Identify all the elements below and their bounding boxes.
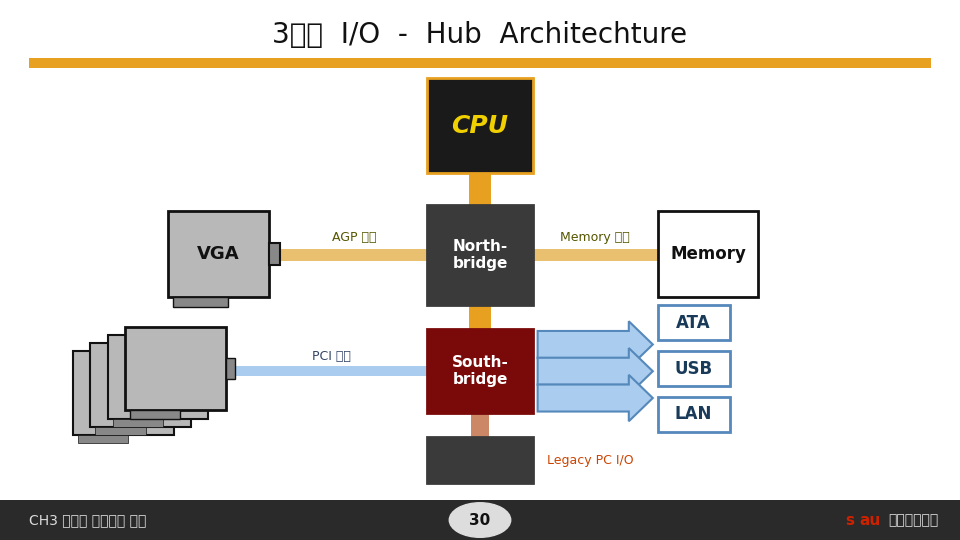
Text: 30: 30 <box>469 512 491 528</box>
Bar <box>125 327 226 410</box>
Bar <box>469 305 491 329</box>
Bar <box>168 211 269 297</box>
Bar <box>73 351 174 435</box>
Text: PCI 버스: PCI 버스 <box>312 349 350 363</box>
Bar <box>658 351 730 386</box>
Text: AGP 버스: AGP 버스 <box>331 231 376 244</box>
Text: CH3 컴퓨터 시스템의 구조: CH3 컴퓨터 시스템의 구조 <box>29 513 146 527</box>
Bar <box>280 249 427 261</box>
Text: Legacy PC I/O: Legacy PC I/O <box>547 454 634 467</box>
Polygon shape <box>538 348 653 394</box>
Bar <box>174 382 183 404</box>
Bar <box>469 173 491 205</box>
Text: s: s <box>845 512 853 528</box>
Text: LAN: LAN <box>675 406 712 423</box>
Text: ATA: ATA <box>676 314 711 332</box>
Polygon shape <box>538 375 653 421</box>
Bar <box>427 78 533 173</box>
Text: au: au <box>859 512 880 528</box>
Text: 컴퓨터정보과: 컴퓨터정보과 <box>888 513 938 527</box>
Polygon shape <box>538 321 653 368</box>
Bar <box>130 410 180 418</box>
Circle shape <box>449 503 511 537</box>
Bar <box>658 305 730 340</box>
Bar <box>29 58 931 68</box>
Bar <box>269 243 280 265</box>
Bar <box>427 437 533 483</box>
Bar <box>208 366 218 388</box>
Text: South-
bridge: South- bridge <box>451 355 509 388</box>
Bar <box>173 297 228 307</box>
Text: USB: USB <box>675 360 712 377</box>
Bar <box>112 418 163 427</box>
Bar <box>0 500 960 540</box>
Text: Memory: Memory <box>670 245 746 263</box>
Bar <box>427 205 533 305</box>
Bar <box>533 249 658 261</box>
Text: VGA: VGA <box>197 245 240 263</box>
Bar <box>78 435 129 443</box>
Bar <box>658 397 730 432</box>
Bar <box>108 335 208 418</box>
Bar <box>191 374 201 395</box>
Bar <box>95 427 146 435</box>
Bar <box>471 413 489 437</box>
Bar <box>658 211 758 297</box>
Bar <box>90 343 191 427</box>
Bar <box>226 357 235 379</box>
Bar <box>427 329 533 413</box>
Text: North-
bridge: North- bridge <box>452 239 508 271</box>
Text: 3세대  I/O  -  Hub  Architechture: 3세대 I/O - Hub Architechture <box>273 21 687 49</box>
Bar <box>235 366 427 376</box>
Text: Memory 버스: Memory 버스 <box>561 231 630 244</box>
Text: CPU: CPU <box>451 113 509 138</box>
